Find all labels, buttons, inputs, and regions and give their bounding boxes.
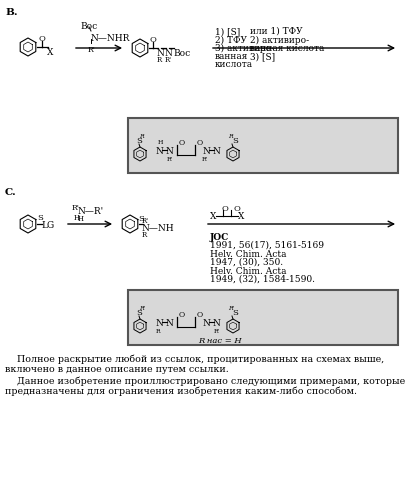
Text: 2) активиро-: 2) активиро- <box>249 36 308 45</box>
Text: S: S <box>231 137 237 145</box>
Text: R': R' <box>166 157 173 162</box>
Text: Helv. Chim. Acta: Helv. Chim. Acta <box>209 250 286 259</box>
Text: O: O <box>233 205 240 213</box>
Text: R': R' <box>213 329 220 334</box>
Text: S: S <box>136 137 141 145</box>
Text: O: O <box>196 139 202 147</box>
Text: X: X <box>237 212 244 221</box>
Text: Boc: Boc <box>80 22 97 31</box>
Text: R: R <box>156 329 160 334</box>
Text: X: X <box>47 48 53 57</box>
Text: N: N <box>157 49 164 58</box>
Text: N: N <box>213 319 220 328</box>
Text: O: O <box>222 205 228 213</box>
Text: N—R': N—R' <box>78 207 104 216</box>
Text: предназначены для ограничения изобретения каким-либо способом.: предназначены для ограничения изобретени… <box>5 387 356 397</box>
Text: 1947, (30), 350.: 1947, (30), 350. <box>209 258 282 267</box>
Text: N: N <box>156 147 164 156</box>
Text: N: N <box>213 147 220 156</box>
Text: R': R' <box>142 217 149 225</box>
Text: O: O <box>39 35 46 43</box>
Text: N—NHR: N—NHR <box>91 34 130 43</box>
Text: S: S <box>136 309 141 317</box>
Bar <box>128 290 397 345</box>
Text: R': R' <box>228 306 234 311</box>
Text: N: N <box>156 319 164 328</box>
Text: R: R <box>142 231 147 239</box>
Text: ванная: ванная <box>215 52 248 61</box>
Text: C.: C. <box>5 188 17 197</box>
Text: H: H <box>158 140 163 145</box>
Text: H: H <box>78 215 84 223</box>
Text: N: N <box>166 147 173 156</box>
Text: R: R <box>157 56 162 64</box>
Text: O: O <box>196 311 202 319</box>
Text: R': R' <box>139 306 145 311</box>
Text: включено в данное описание путем ссылки.: включено в данное описание путем ссылки. <box>5 365 228 374</box>
Text: R нас = H: R нас = H <box>198 337 241 345</box>
Text: Helv. Chim. Acta: Helv. Chim. Acta <box>209 267 286 276</box>
Bar <box>128 118 397 173</box>
Text: 3) активиро-: 3) активиро- <box>215 44 273 53</box>
Text: O: O <box>179 311 185 319</box>
Text: N: N <box>164 49 173 58</box>
Text: R: R <box>139 134 143 139</box>
Text: X: X <box>209 212 216 221</box>
Text: O: O <box>179 139 185 147</box>
Text: N: N <box>202 147 210 156</box>
Text: R': R' <box>202 157 208 162</box>
Text: 1949, (32), 1584-1590.: 1949, (32), 1584-1590. <box>209 275 314 284</box>
Text: B.: B. <box>5 8 17 17</box>
Text: N: N <box>202 319 210 328</box>
Text: 3) [S]: 3) [S] <box>249 52 275 61</box>
Text: JOC: JOC <box>209 233 229 242</box>
Text: ванная кислота: ванная кислота <box>249 44 324 53</box>
Text: Полное раскрытие любой из ссылок, процитированных на схемах выше,: Полное раскрытие любой из ссылок, процит… <box>5 355 383 364</box>
Text: 1991, 56(17), 5161-5169: 1991, 56(17), 5161-5169 <box>209 241 323 250</box>
Text: R: R <box>228 134 232 139</box>
Text: 1) [S]: 1) [S] <box>215 27 240 36</box>
Text: R': R' <box>72 204 80 212</box>
Text: Boc: Boc <box>173 49 190 58</box>
Text: R': R' <box>164 56 172 64</box>
Text: 2) ТФУ: 2) ТФУ <box>215 36 246 45</box>
Text: Данное изобретение проиллюстрировано следующими примерами, которые не: Данное изобретение проиллюстрировано сле… <box>5 377 405 387</box>
Text: LG: LG <box>41 221 54 230</box>
Text: R': R' <box>88 46 96 54</box>
Text: S: S <box>231 309 237 317</box>
Text: N—NH: N—NH <box>142 224 174 233</box>
Text: S: S <box>138 215 143 223</box>
Text: кислота: кислота <box>215 60 252 69</box>
Text: H: H <box>74 214 80 222</box>
Text: O: O <box>149 36 156 44</box>
Text: S: S <box>37 214 43 222</box>
Text: N: N <box>166 319 173 328</box>
Text: или 1) ТФУ: или 1) ТФУ <box>249 27 302 36</box>
